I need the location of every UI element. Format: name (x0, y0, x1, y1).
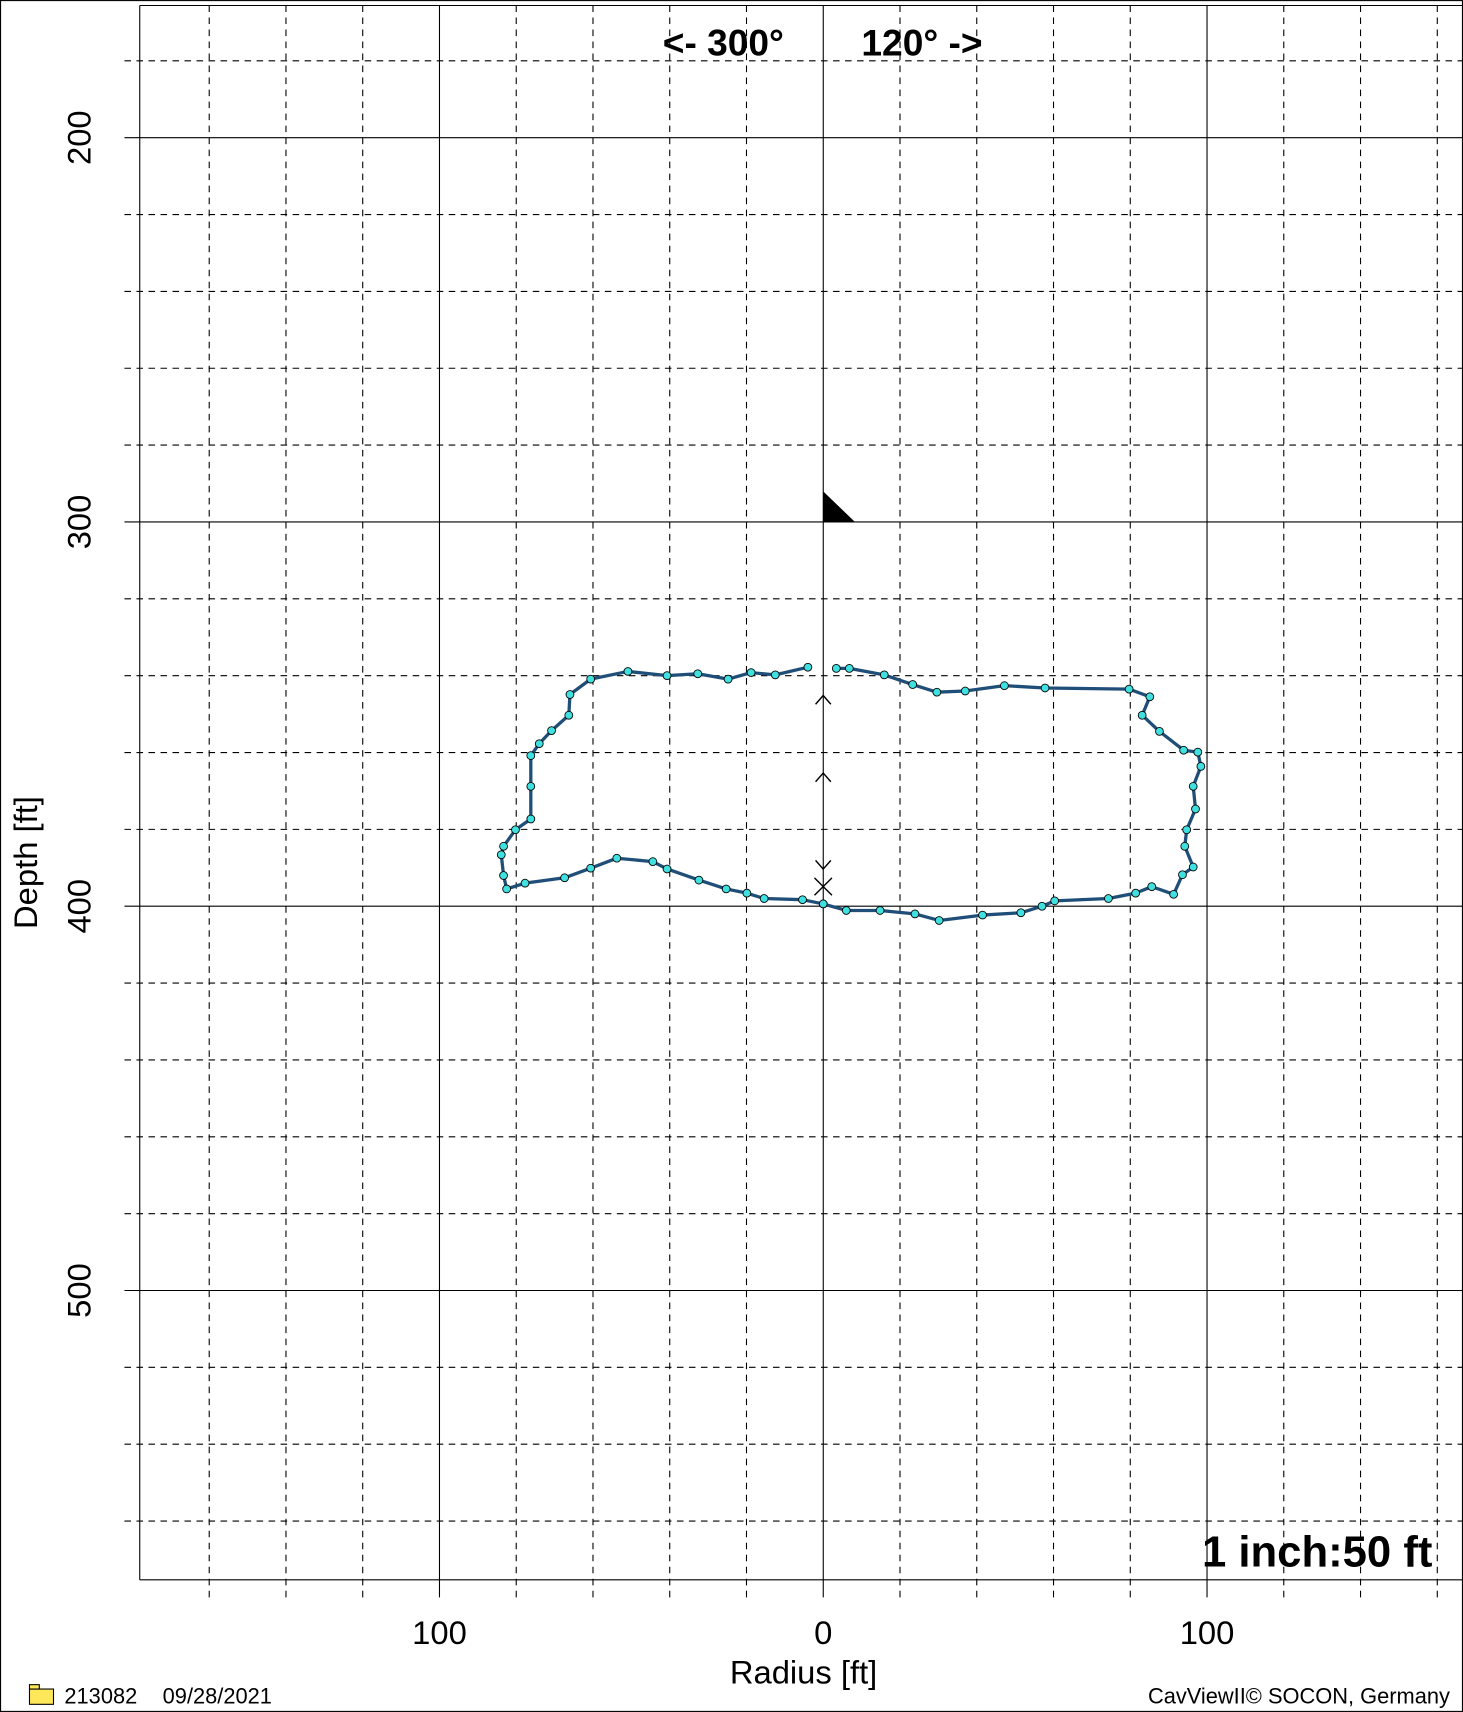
profile-line (499, 665, 824, 906)
profile-point (1155, 727, 1164, 736)
direction-left: <- 300° (663, 22, 784, 64)
folder-icon (28, 1684, 55, 1705)
profile-point (526, 814, 536, 824)
profile-point (499, 841, 508, 851)
profile-point (526, 751, 536, 760)
profile-point (1147, 882, 1157, 891)
profile-point (694, 875, 704, 885)
profile-point (534, 739, 544, 749)
profile-point (831, 663, 841, 673)
profile-point (960, 686, 970, 696)
profile-point (1137, 710, 1147, 720)
profile-point (1196, 761, 1206, 771)
profile-point (560, 873, 569, 883)
profile-point (1037, 901, 1047, 911)
profile-point (1000, 681, 1009, 691)
profile-point (1169, 889, 1179, 899)
x-tick-label: 100 (1180, 1614, 1235, 1651)
profile-point (1178, 870, 1187, 880)
y-axis-label: Depth [ft] (7, 796, 44, 929)
direction-right: 120° -> (861, 22, 982, 64)
profile-point (908, 680, 918, 689)
footer-id: 213082 (64, 1684, 137, 1709)
y-tick-label: 500 (61, 1263, 98, 1318)
profile-point (1124, 684, 1134, 694)
grid (124, 5, 1463, 1598)
profile-point (586, 674, 596, 684)
y-tick-label: 400 (61, 879, 98, 934)
x-tick-label: 100 (412, 1614, 467, 1651)
profile-point (502, 884, 512, 894)
profile-point (759, 894, 769, 903)
profile-point (1193, 747, 1203, 757)
profile-point (932, 687, 942, 697)
y-tick-label: 300 (61, 495, 98, 550)
profile-point (1180, 841, 1190, 851)
profile-point (978, 910, 987, 920)
profile-point (648, 857, 658, 867)
profile-point (499, 871, 508, 880)
profile-point (742, 888, 752, 898)
profile-point (511, 825, 520, 835)
profile-point (612, 853, 622, 863)
profile-point (526, 781, 536, 791)
footer-date: 09/28/2021 (163, 1684, 272, 1709)
profile-point (1188, 781, 1198, 791)
profile-point (565, 690, 575, 699)
footer-credit: CavViewII© SOCON, Germany (1148, 1684, 1450, 1709)
profile-point (1104, 894, 1113, 903)
profile-point (1179, 745, 1188, 755)
profile-point (1040, 683, 1050, 693)
profile-point (934, 916, 944, 925)
profile-point (841, 906, 851, 915)
profile-point (798, 895, 807, 905)
profile-point (1191, 804, 1200, 814)
profile-point (879, 670, 889, 680)
profile-point (520, 878, 530, 888)
plot (496, 662, 1206, 925)
profile-point (770, 670, 780, 680)
profile-point (564, 710, 574, 720)
profile-point (844, 663, 854, 673)
level-marker (823, 491, 855, 522)
profile-point (662, 671, 672, 681)
profile-point (1050, 896, 1060, 906)
profile-point (1145, 692, 1155, 702)
profile-line (822, 666, 1203, 923)
profile-point (1188, 862, 1198, 872)
center-markers (813, 694, 833, 896)
profile-point (723, 674, 733, 684)
profile-point (496, 850, 506, 860)
profile-point (693, 669, 703, 679)
x-tick-label: 0 (814, 1614, 832, 1651)
profile-point (547, 726, 556, 735)
profile-point (721, 884, 731, 894)
profile-point (623, 667, 633, 676)
x-axis-label: Radius [ft] (730, 1653, 877, 1690)
profile-point (818, 899, 828, 909)
profile-point (746, 668, 756, 677)
y-tick-label: 200 (61, 110, 98, 165)
scale-note: 1 inch:50 ft (1202, 1527, 1432, 1576)
profile-point (1131, 888, 1141, 898)
profile-point (1182, 825, 1192, 835)
profile-point (1016, 908, 1026, 918)
profile-point (586, 863, 596, 873)
profile-point (803, 662, 813, 672)
profile-point (910, 909, 920, 919)
profile-point (662, 864, 672, 874)
profile-point (875, 906, 885, 915)
